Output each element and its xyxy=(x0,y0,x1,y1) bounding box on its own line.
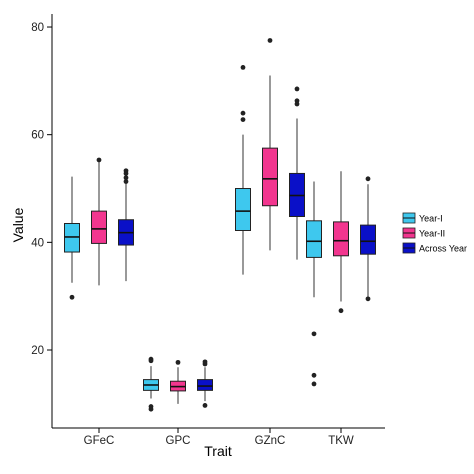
x-tick-label: GZnC xyxy=(255,435,286,447)
y-tick-label: 20 xyxy=(31,345,44,357)
legend-label: Year-II xyxy=(419,229,445,239)
box-series-group xyxy=(64,38,376,412)
box-iqr xyxy=(64,222,80,253)
outlier-point xyxy=(175,359,181,365)
box-across-year-tkw xyxy=(360,176,376,302)
box-iqr xyxy=(306,220,322,258)
outlier-point xyxy=(267,38,273,43)
outlier-point xyxy=(123,171,129,176)
outlier-point xyxy=(202,403,208,408)
box-year-i-gfec xyxy=(64,176,80,300)
outlier-point xyxy=(240,110,246,116)
outlier-point xyxy=(311,372,317,378)
y-axis-ticks: 20 40 60 80 xyxy=(31,22,52,357)
y-tick-label: 40 xyxy=(31,237,44,249)
outlier-point xyxy=(123,175,129,181)
outlier-point xyxy=(123,179,129,184)
legend-label: Across Year xyxy=(419,244,467,254)
outlier-point xyxy=(338,308,344,314)
outlier-point xyxy=(148,356,154,362)
box-year-ii-gfec xyxy=(91,157,107,286)
x-tick-label: TKW xyxy=(328,435,354,447)
outlier-point xyxy=(365,296,371,302)
y-tick-label: 80 xyxy=(31,22,44,34)
x-axis-ticks: GFeC GPC GZnC TKW xyxy=(84,428,354,447)
legend: Year-I Year-II Across Year xyxy=(402,212,467,254)
y-axis-title: Value xyxy=(10,207,26,242)
outlier-point xyxy=(365,176,371,182)
box-iqr xyxy=(235,188,251,231)
y-tick-label: 60 xyxy=(31,130,44,142)
x-tick-label: GPC xyxy=(166,435,191,447)
x-axis-title: Trait xyxy=(204,443,232,459)
outlier-point xyxy=(294,86,300,92)
outlier-point xyxy=(240,64,246,70)
box-iqr xyxy=(333,221,349,257)
outlier-point xyxy=(240,117,246,123)
legend-label: Year-I xyxy=(419,214,443,224)
outlier-point xyxy=(96,157,102,163)
outlier-point xyxy=(311,331,317,337)
box-year-ii-gpc xyxy=(170,359,186,404)
box-across-year-gfec xyxy=(118,168,134,282)
box-year-i-gznc xyxy=(235,64,251,275)
outlier-point xyxy=(294,101,300,107)
outlier-point xyxy=(311,381,317,387)
box-year-i-gpc xyxy=(143,356,159,412)
x-tick-label: GFeC xyxy=(84,435,115,447)
box-iqr xyxy=(91,210,107,244)
box-iqr xyxy=(197,379,213,391)
box-year-i-tkw xyxy=(306,181,322,387)
outlier-point xyxy=(69,294,75,300)
box-year-ii-gznc xyxy=(262,38,278,251)
box-iqr xyxy=(262,147,278,207)
outlier-point xyxy=(202,361,208,367)
box-across-year-gpc xyxy=(197,359,213,408)
outlier-point xyxy=(148,406,154,412)
box-iqr xyxy=(360,224,376,255)
box-across-year-gznc xyxy=(289,86,305,260)
box-year-ii-tkw xyxy=(333,171,349,314)
